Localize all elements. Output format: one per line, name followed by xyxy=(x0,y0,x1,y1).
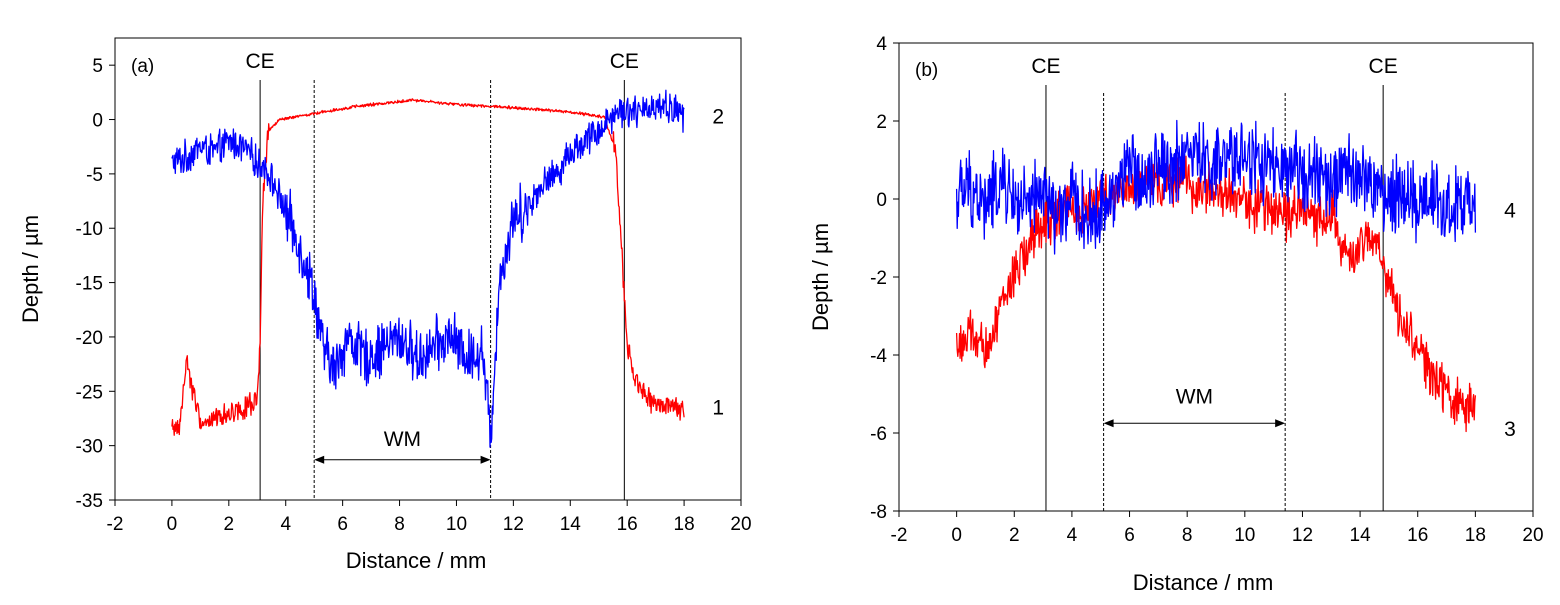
y-tick-label: -8 xyxy=(870,502,887,523)
y-tick-label: 5 xyxy=(92,56,103,77)
y-axis-label-b: Depth / µm xyxy=(808,223,833,331)
x-tick-label: 14 xyxy=(1350,525,1372,546)
series-line-a-1 xyxy=(171,98,685,436)
plot-frame-a xyxy=(114,37,742,501)
wm-arrow-head-left xyxy=(314,455,325,464)
series-a: 12 xyxy=(171,89,724,448)
x-tick-label: 14 xyxy=(560,514,582,535)
x-tick-label: 6 xyxy=(1124,525,1135,546)
series-label-b-3: 3 xyxy=(1504,418,1516,441)
ce-label: CE xyxy=(246,50,275,73)
y-tick-label: -20 xyxy=(76,328,103,349)
ce-label: CE xyxy=(610,50,639,73)
wm-label: WM xyxy=(1176,385,1213,408)
series-line-b-4 xyxy=(955,119,1477,255)
x-tick-label: 4 xyxy=(280,514,291,535)
series-label-a-1: 1 xyxy=(712,397,724,420)
wm-label: WM xyxy=(384,428,421,451)
x-tick-label: 0 xyxy=(951,525,962,546)
x-tick-label: 8 xyxy=(394,514,405,535)
y-axis-label-a: Depth / µm xyxy=(18,215,43,323)
y-tick-label: -2 xyxy=(870,268,887,289)
annotations-b: CE CE WM xyxy=(1031,55,1398,511)
wm-arrow-head-right xyxy=(480,455,491,464)
x-tick-label: 4 xyxy=(1067,525,1078,546)
ce-label: CE xyxy=(1031,55,1060,78)
panel-label-b: (b) xyxy=(915,60,938,81)
y-ticks-a: 5 0 -5 -10 -15 -20 -25 -30 -35 xyxy=(76,56,115,512)
y-tick-label: -15 xyxy=(76,274,103,295)
series-line-a-2 xyxy=(171,89,685,448)
series-b: 34 xyxy=(955,119,1516,441)
y-tick-label: 2 xyxy=(876,112,887,133)
x-tick-label: 8 xyxy=(1182,525,1193,546)
wm-arrow-head-left xyxy=(1103,419,1114,428)
x-tick-label: 12 xyxy=(503,514,524,535)
x-tick-label: 16 xyxy=(1407,525,1428,546)
x-tick-label: 20 xyxy=(730,514,751,535)
y-tick-label: -25 xyxy=(76,382,103,403)
x-tick-label: 10 xyxy=(1234,525,1255,546)
series-label-b-4: 4 xyxy=(1504,200,1516,223)
x-axis-label-b: Distance / mm xyxy=(1133,570,1274,595)
y-tick-label: 4 xyxy=(876,34,887,55)
x-tick-label: 18 xyxy=(674,514,695,535)
x-tick-label: 6 xyxy=(337,514,348,535)
y-tick-label: -10 xyxy=(76,219,103,240)
x-ticks-b: -2 0 2 4 6 8 10 12 14 16 18 20 xyxy=(891,511,1544,546)
x-ticks-a: -2 0 2 4 6 8 10 12 14 16 18 20 xyxy=(107,500,752,535)
x-tick-label: 2 xyxy=(1009,525,1020,546)
y-tick-label: 0 xyxy=(876,190,887,211)
y-tick-label: -35 xyxy=(76,491,103,512)
x-tick-label: -2 xyxy=(891,525,908,546)
y-ticks-b: 4 2 0 -2 -4 -6 -8 xyxy=(870,34,899,523)
series-label-a-2: 2 xyxy=(712,105,724,128)
y-tick-label: 0 xyxy=(92,111,103,132)
x-tick-label: -2 xyxy=(107,514,124,535)
x-tick-label: 2 xyxy=(224,514,235,535)
x-tick-label: 18 xyxy=(1465,525,1486,546)
y-tick-label: -5 xyxy=(86,165,103,186)
x-tick-label: 0 xyxy=(167,514,178,535)
y-tick-label: -6 xyxy=(870,424,887,445)
plot-frame-b xyxy=(898,42,1534,512)
panel-label-a: (a) xyxy=(131,56,154,77)
x-tick-label: 12 xyxy=(1292,525,1313,546)
x-tick-label: 10 xyxy=(446,514,467,535)
ce-label: CE xyxy=(1369,55,1398,78)
x-tick-label: 16 xyxy=(617,514,638,535)
panel-a: (a) Distance / mm Depth / µm -2 0 2 4 6 8 10 12… xyxy=(18,37,752,573)
x-tick-label: 20 xyxy=(1522,525,1543,546)
wm-arrow-head-right xyxy=(1275,419,1286,428)
x-axis-label-a: Distance / mm xyxy=(346,548,487,573)
panel-b: (b) Distance / mm Depth / µm -2 0 2 4 6 8 10 12… xyxy=(808,34,1544,595)
y-tick-label: -4 xyxy=(870,346,887,367)
y-tick-label: -30 xyxy=(76,437,103,458)
